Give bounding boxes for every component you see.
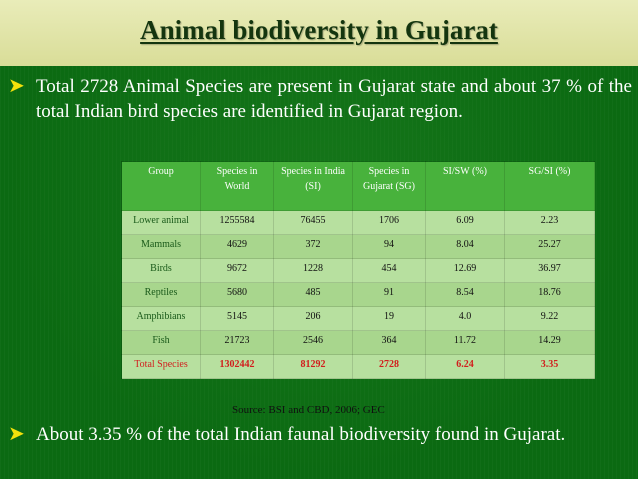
bullet-2-text: About 3.35 % of the total Indian faunal … bbox=[36, 424, 566, 445]
cell: 3.35 bbox=[504, 354, 595, 379]
arrow-bullet-icon: ➤ bbox=[8, 75, 25, 97]
header-species-gujarat: Species in Gujarat (SG) bbox=[352, 161, 426, 211]
cell: Mammals bbox=[121, 234, 201, 259]
cell: 6.24 bbox=[425, 354, 505, 379]
cell: 25.27 bbox=[504, 234, 595, 259]
cell: 18.76 bbox=[504, 282, 595, 307]
cell: 11.72 bbox=[425, 330, 505, 355]
cell: 81292 bbox=[273, 354, 353, 379]
cell: 14.29 bbox=[504, 330, 595, 355]
cell: Birds bbox=[121, 258, 201, 283]
cell: 4629 bbox=[200, 234, 274, 259]
bullet-2: ➤ About 3.35 % of the total Indian fauna… bbox=[8, 422, 632, 447]
table-row: Amphibians 5145 206 19 4.0 9.22 bbox=[121, 306, 595, 331]
cell: 94 bbox=[352, 234, 426, 259]
table-row: Birds 9672 1228 454 12.69 36.97 bbox=[121, 258, 595, 283]
cell: 364 bbox=[352, 330, 426, 355]
cell: 1255584 bbox=[200, 210, 274, 235]
cell: 206 bbox=[273, 306, 353, 331]
header-group: Group bbox=[121, 161, 201, 211]
bullet-1-text: Total 2728 Animal Species are present in… bbox=[36, 76, 632, 122]
header-species-india: Species in India (SI) bbox=[273, 161, 353, 211]
cell: Reptiles bbox=[121, 282, 201, 307]
table-row: Reptiles 5680 485 91 8.54 18.76 bbox=[121, 282, 595, 307]
cell: 21723 bbox=[200, 330, 274, 355]
cell: 5680 bbox=[200, 282, 274, 307]
table-row: Mammals 4629 372 94 8.04 25.27 bbox=[121, 234, 595, 259]
cell: 6.09 bbox=[425, 210, 505, 235]
cell: 485 bbox=[273, 282, 353, 307]
slide-title: Animal biodiversity in Gujarat bbox=[140, 15, 498, 45]
table-row: Lower animal 1255584 76455 1706 6.09 2.2… bbox=[121, 210, 595, 235]
table-header-row: Group Species in World Species in India … bbox=[121, 161, 595, 211]
bullet-1: ➤ Total 2728 Animal Species are present … bbox=[8, 74, 632, 124]
cell: 12.69 bbox=[425, 258, 505, 283]
cell: 8.54 bbox=[425, 282, 505, 307]
cell: 2546 bbox=[273, 330, 353, 355]
cell: Fish bbox=[121, 330, 201, 355]
cell: 19 bbox=[352, 306, 426, 331]
cell: 4.0 bbox=[425, 306, 505, 331]
cell: 5145 bbox=[200, 306, 274, 331]
biodiversity-table: Group Species in World Species in India … bbox=[121, 161, 595, 379]
header-sg-si: SG/SI (%) bbox=[504, 161, 595, 211]
cell: Lower animal bbox=[121, 210, 201, 235]
source-note: Source: BSI and CBD, 2006; GEC bbox=[232, 404, 385, 416]
cell: 372 bbox=[273, 234, 353, 259]
header-si-sw: SI/SW (%) bbox=[425, 161, 505, 211]
cell: Total Species bbox=[121, 354, 201, 379]
cell: 9672 bbox=[200, 258, 274, 283]
header-species-world: Species in World bbox=[200, 161, 274, 211]
cell: 2.23 bbox=[504, 210, 595, 235]
cell: 76455 bbox=[273, 210, 353, 235]
cell: 1302442 bbox=[200, 354, 274, 379]
arrow-bullet-icon: ➤ bbox=[8, 423, 25, 445]
cell: 2728 bbox=[352, 354, 426, 379]
table-total-row: Total Species 1302442 81292 2728 6.24 3.… bbox=[121, 354, 595, 379]
cell: 91 bbox=[352, 282, 426, 307]
cell: 8.04 bbox=[425, 234, 505, 259]
cell: Amphibians bbox=[121, 306, 201, 331]
table-row: Fish 21723 2546 364 11.72 14.29 bbox=[121, 330, 595, 355]
cell: 1228 bbox=[273, 258, 353, 283]
cell: 454 bbox=[352, 258, 426, 283]
cell: 9.22 bbox=[504, 306, 595, 331]
cell: 1706 bbox=[352, 210, 426, 235]
cell: 36.97 bbox=[504, 258, 595, 283]
title-bar bbox=[0, 0, 638, 66]
